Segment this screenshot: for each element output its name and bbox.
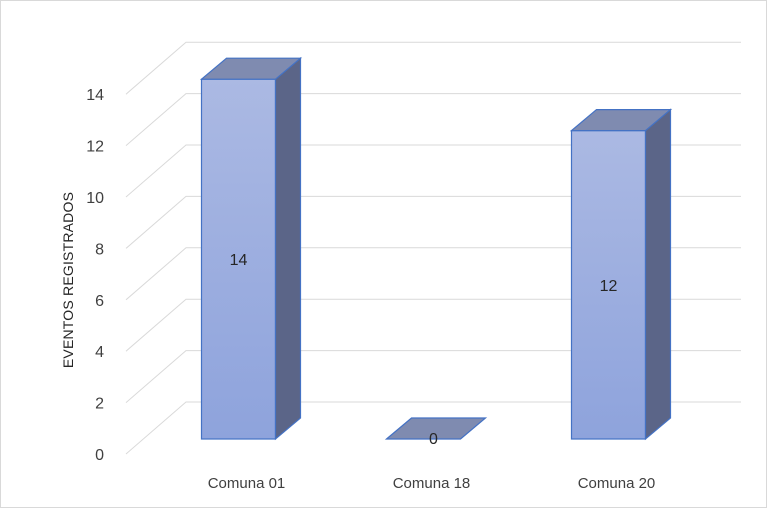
grid-layer bbox=[125, 41, 741, 455]
y-tick-label: 10 bbox=[86, 190, 104, 207]
y-tick-labels: 0 2 4 6 8 10 12 14 bbox=[86, 87, 104, 464]
category-label: Comuna 20 bbox=[578, 475, 656, 492]
grid-line bbox=[125, 93, 741, 146]
y-tick-label: 4 bbox=[95, 344, 104, 361]
y-tick-label: 0 bbox=[95, 447, 104, 464]
category-labels: Comuna 01 Comuna 18 Comuna 20 bbox=[208, 475, 656, 492]
data-labels: 14 0 12 bbox=[230, 252, 618, 448]
y-tick-label: 8 bbox=[95, 241, 104, 258]
data-label: 14 bbox=[230, 252, 248, 269]
bar-top bbox=[569, 108, 673, 132]
y-tick-label: 6 bbox=[95, 293, 104, 310]
grid-line bbox=[125, 350, 741, 403]
category-label: Comuna 18 bbox=[393, 475, 471, 492]
y-tick-label: 2 bbox=[95, 396, 104, 413]
bar bbox=[199, 56, 303, 441]
grid-line bbox=[125, 298, 741, 352]
grid-line bbox=[125, 195, 741, 249]
grid-line bbox=[125, 41, 741, 95]
bar bbox=[384, 417, 488, 440]
y-axis-title: EVENTOS REGISTRADOS bbox=[60, 192, 76, 368]
bar-side bbox=[644, 108, 672, 441]
bar-side bbox=[274, 56, 302, 441]
bar-top bbox=[384, 417, 488, 440]
category-label: Comuna 01 bbox=[208, 475, 286, 492]
bar bbox=[569, 108, 673, 441]
bar-front bbox=[200, 78, 277, 440]
y-tick-label: 14 bbox=[86, 87, 104, 104]
grid-line bbox=[125, 247, 741, 301]
grid-line bbox=[125, 401, 741, 455]
bar-top bbox=[199, 57, 303, 80]
bars bbox=[199, 56, 673, 441]
grid-line bbox=[125, 144, 741, 198]
data-label: 12 bbox=[600, 278, 618, 295]
data-label: 0 bbox=[429, 431, 438, 448]
bar-front bbox=[570, 130, 647, 440]
y-tick-label: 12 bbox=[86, 139, 104, 156]
